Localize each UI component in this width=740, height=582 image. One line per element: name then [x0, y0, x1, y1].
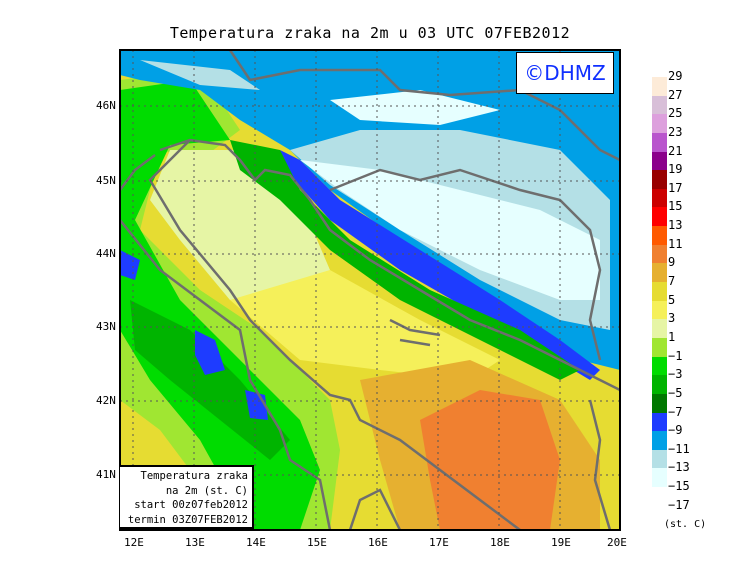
legend-label: −9 [668, 423, 683, 438]
field-coast-blue [280, 150, 600, 380]
map-title: Temperatura zraka na 2m u 03 UTC 07FEB20… [169, 24, 571, 42]
legend-label: −17 [668, 497, 690, 512]
legend-swatch [652, 132, 667, 152]
field-adriatic-yellow [230, 270, 500, 380]
legend-swatch [652, 188, 667, 208]
field-coast-green [230, 140, 580, 380]
field-italy-darkgreen [130, 300, 290, 460]
legend-swatch [652, 244, 667, 264]
legend-swatch [652, 226, 667, 245]
lon-tick: 20E [607, 536, 627, 549]
legend-swatch [652, 412, 667, 432]
legend-swatch [652, 375, 667, 394]
legend-swatch [652, 95, 667, 115]
lon-tick: 13E [185, 536, 205, 549]
legend-swatch [652, 393, 667, 413]
lon-tick: 14E [246, 536, 266, 549]
legend-label: 17 [668, 180, 683, 195]
legend-swatch [652, 337, 667, 357]
legend-label: 25 [668, 106, 683, 121]
lat-tick: 41N [96, 468, 116, 481]
legend-label: 5 [668, 292, 676, 307]
lon-tick: 18E [490, 536, 510, 549]
info-line: Temperatura zraka [140, 470, 248, 482]
field-italy-blue [120, 250, 268, 420]
info-line: start 00z07feb2012 [134, 499, 248, 511]
legend-swatch [652, 207, 667, 227]
legend-swatch [652, 114, 667, 133]
coastlines [120, 50, 620, 530]
dhmz-logo: ©DHMZ [516, 52, 614, 94]
legend-swatch [652, 151, 667, 171]
lon-tick: 19E [551, 536, 571, 549]
legend-swatch [652, 300, 667, 320]
lon-tick: 17E [429, 536, 449, 549]
legend-unit: (st. C) [664, 519, 707, 530]
info-line: na 2m (st. C) [165, 484, 248, 497]
legend-label: 21 [668, 143, 683, 158]
legend-label: 27 [668, 87, 683, 102]
legend-label: −11 [668, 441, 690, 456]
lon-tick: 15E [307, 536, 327, 549]
legend-label: −3 [668, 367, 683, 382]
legend-label: 11 [668, 236, 683, 251]
legend-label: 9 [668, 255, 676, 270]
legend-label: 7 [668, 274, 676, 289]
lat-tick: 46N [96, 99, 116, 112]
legend-swatch [652, 77, 667, 96]
field-balkan-white [300, 90, 600, 300]
legend-label: 15 [668, 199, 683, 214]
lat-tick: 42N [96, 394, 116, 407]
legend-label: −1 [668, 348, 683, 363]
lon-tick: 16E [368, 536, 388, 549]
legend-label: 1 [668, 329, 676, 344]
lat-tick: 43N [96, 320, 116, 333]
legend-label: 29 [668, 69, 683, 83]
legend-swatch [652, 431, 667, 450]
field-south-orange [420, 390, 560, 530]
legend-swatch [652, 449, 667, 469]
info-box: Temperatura zraka na 2m (st. C) start 00… [120, 465, 254, 529]
legend-swatch [652, 282, 667, 301]
lat-tick: 44N [96, 247, 116, 260]
graticule [120, 50, 620, 530]
legend-swatch [652, 319, 667, 338]
legend-label: −13 [668, 460, 690, 475]
map-frame [119, 49, 621, 531]
info-line: termin 03Z07FEB2012 [127, 513, 248, 526]
legend-swatch [652, 468, 667, 488]
legend-label: −7 [668, 404, 683, 419]
legend-label: 19 [668, 162, 683, 177]
legend-label: −15 [668, 479, 690, 494]
lat-tick: 45N [96, 174, 116, 187]
legend-swatch [652, 356, 667, 376]
legend-label: −5 [668, 385, 683, 400]
legend-swatch [652, 170, 667, 189]
legend-label: 3 [668, 311, 676, 326]
legend-label: 13 [668, 218, 683, 233]
lon-tick: 12E [124, 536, 144, 549]
legend-swatch [652, 263, 667, 283]
legend-label: 23 [668, 124, 683, 139]
